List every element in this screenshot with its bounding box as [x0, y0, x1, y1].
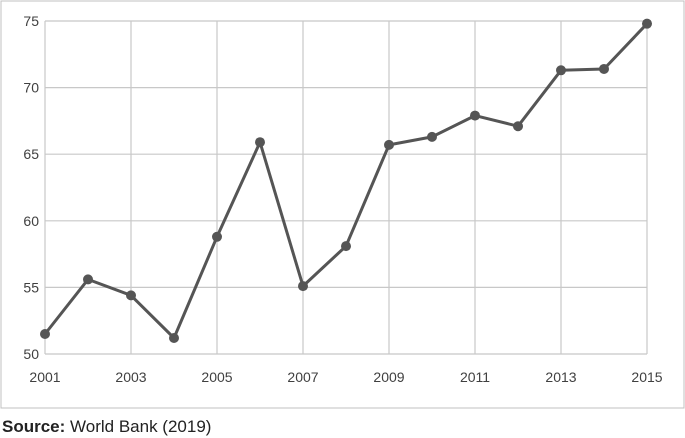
- data-point: [169, 333, 179, 344]
- data-point: [642, 18, 652, 29]
- data-point: [255, 137, 265, 148]
- data-point: [126, 290, 136, 301]
- source-label: Source:: [2, 417, 66, 436]
- x-tick-label: 2001: [29, 369, 60, 385]
- data-point: [83, 274, 93, 285]
- y-axis-ticks: 50 55 60 65 70 75: [23, 13, 39, 362]
- y-tick-label: 60: [23, 213, 39, 229]
- data-point: [212, 231, 222, 242]
- series: [40, 18, 652, 344]
- y-tick-label: 75: [23, 13, 39, 29]
- grid: [0, 0, 685, 409]
- source-note: Source: World Bank (2019): [2, 417, 211, 437]
- x-tick-label: 2015: [631, 369, 662, 385]
- x-tick-label: 2003: [115, 369, 146, 385]
- x-tick-label: 2013: [545, 369, 576, 385]
- data-point: [341, 241, 351, 252]
- data-point: [556, 65, 566, 76]
- x-tick-label: 2005: [201, 369, 232, 385]
- source-text: World Bank (2019): [65, 417, 212, 436]
- x-tick-label: 2007: [287, 369, 318, 385]
- chart-frame: [0, 0, 685, 409]
- data-point: [513, 121, 523, 132]
- data-point: [384, 139, 394, 150]
- data-point: [298, 281, 308, 292]
- line-chart: 50 55 60 65 70 75 2001 2003 2005 2007 2009 2011 201…: [0, 0, 685, 409]
- y-tick-label: 55: [23, 279, 39, 295]
- data-point: [427, 131, 437, 142]
- data-point: [470, 110, 480, 121]
- data-point: [40, 329, 50, 340]
- y-tick-label: 50: [23, 346, 39, 362]
- x-tick-label: 2009: [373, 369, 404, 385]
- x-axis-ticks: 2001 2003 2005 2007 2009 2011 2013 2015: [29, 369, 662, 385]
- y-tick-label: 65: [23, 146, 39, 162]
- data-point: [599, 63, 609, 74]
- y-tick-label: 70: [23, 80, 39, 96]
- x-tick-label: 2011: [460, 369, 490, 385]
